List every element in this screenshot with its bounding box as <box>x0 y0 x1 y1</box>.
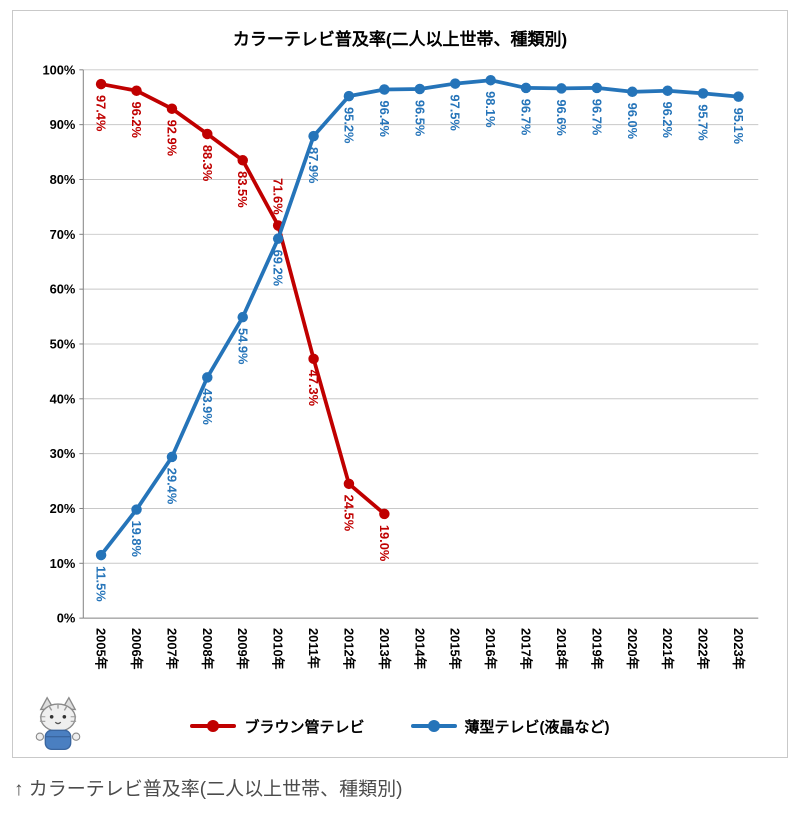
svg-text:40%: 40% <box>50 391 76 406</box>
legend-item-crt: ブラウン管テレビ <box>190 716 365 737</box>
chart-title: カラーテレビ普及率(二人以上世帯、種類別) <box>232 30 568 49</box>
svg-text:2020年: 2020年 <box>625 628 640 670</box>
legend-label-crt: ブラウン管テレビ <box>244 718 365 736</box>
svg-text:24.5%: 24.5% <box>341 495 356 532</box>
svg-text:2011年: 2011年 <box>306 628 321 669</box>
svg-text:2017年: 2017年 <box>519 628 534 670</box>
svg-text:2016年: 2016年 <box>483 628 498 670</box>
svg-text:2014年: 2014年 <box>412 628 427 670</box>
svg-text:69.2%: 69.2% <box>271 250 286 287</box>
svg-text:10%: 10% <box>50 556 76 571</box>
svg-text:100%: 100% <box>42 62 75 77</box>
svg-text:71.6%: 71.6% <box>271 178 286 215</box>
svg-text:43.9%: 43.9% <box>200 388 215 425</box>
legend-label-flat: 薄型テレビ(液晶など) <box>464 718 610 736</box>
svg-text:2010年: 2010年 <box>271 628 286 670</box>
svg-text:97.4%: 97.4% <box>94 95 109 132</box>
svg-text:30%: 30% <box>50 446 76 461</box>
svg-text:95.2%: 95.2% <box>341 107 356 144</box>
svg-text:2022年: 2022年 <box>696 628 711 670</box>
page: カラーテレビ普及率(二人以上世帯、種類別) 0% 10% 20% 30% 40% 50% 6… <box>0 10 800 801</box>
svg-text:47.3%: 47.3% <box>306 370 321 407</box>
svg-text:98.1%: 98.1% <box>483 91 498 128</box>
svg-text:2009年: 2009年 <box>235 628 250 670</box>
svg-text:19.0%: 19.0% <box>377 525 392 562</box>
svg-text:83.5%: 83.5% <box>235 171 250 208</box>
legend-row: ブラウン管テレビ 薄型テレビ(液晶など) <box>13 695 787 755</box>
line-chart: 0% 10% 20% 30% 40% 50% 60% 70% 80% 90% 100% 2005年 20… <box>42 62 759 670</box>
svg-text:96.6%: 96.6% <box>554 99 569 136</box>
svg-text:92.9%: 92.9% <box>164 120 179 157</box>
svg-text:90%: 90% <box>50 117 76 132</box>
legend-item-flat: 薄型テレビ(液晶など) <box>410 716 610 737</box>
legend-marker-crt-icon <box>190 724 237 729</box>
svg-text:11.5%: 11.5% <box>94 566 109 602</box>
svg-text:2005年: 2005年 <box>94 628 109 670</box>
svg-text:2007年: 2007年 <box>164 628 179 670</box>
caption: ↑ カラーテレビ普及率(二人以上世帯、種類別) <box>14 779 403 801</box>
svg-text:2023年: 2023年 <box>731 628 746 670</box>
svg-text:0%: 0% <box>57 611 76 626</box>
svg-text:80%: 80% <box>50 172 76 187</box>
svg-text:96.0%: 96.0% <box>625 103 640 140</box>
svg-text:96.7%: 96.7% <box>589 99 604 136</box>
svg-text:54.9%: 54.9% <box>235 328 250 365</box>
svg-text:2012年: 2012年 <box>341 628 356 670</box>
svg-text:88.3%: 88.3% <box>200 145 215 182</box>
chart-card: カラーテレビ普及率(二人以上世帯、種類別) 0% 10% 20% 30% 40% 50% 6… <box>12 10 788 759</box>
svg-text:29.4%: 29.4% <box>164 468 179 505</box>
svg-text:96.2%: 96.2% <box>129 102 144 139</box>
svg-text:96.4%: 96.4% <box>377 100 392 137</box>
svg-text:96.7%: 96.7% <box>519 99 534 136</box>
svg-text:2021年: 2021年 <box>660 628 675 670</box>
svg-text:2019年: 2019年 <box>589 628 604 670</box>
svg-text:2018年: 2018年 <box>554 628 569 670</box>
svg-text:87.9%: 87.9% <box>306 147 321 184</box>
svg-text:60%: 60% <box>50 282 76 297</box>
svg-text:50%: 50% <box>50 336 76 351</box>
svg-text:97.5%: 97.5% <box>448 94 463 131</box>
svg-text:2008年: 2008年 <box>200 628 215 670</box>
svg-text:2006年: 2006年 <box>129 628 144 670</box>
svg-text:2015年: 2015年 <box>448 628 463 670</box>
cat-mascot-icon <box>29 695 87 753</box>
svg-text:96.2%: 96.2% <box>660 102 675 139</box>
svg-text:96.5%: 96.5% <box>412 100 427 137</box>
legend-marker-flat-icon <box>410 724 457 729</box>
svg-text:95.1%: 95.1% <box>731 108 746 145</box>
svg-text:20%: 20% <box>50 501 76 516</box>
svg-text:70%: 70% <box>50 227 76 242</box>
svg-text:95.7%: 95.7% <box>696 104 711 141</box>
svg-text:2013年: 2013年 <box>377 628 392 670</box>
svg-text:19.8%: 19.8% <box>129 520 144 557</box>
